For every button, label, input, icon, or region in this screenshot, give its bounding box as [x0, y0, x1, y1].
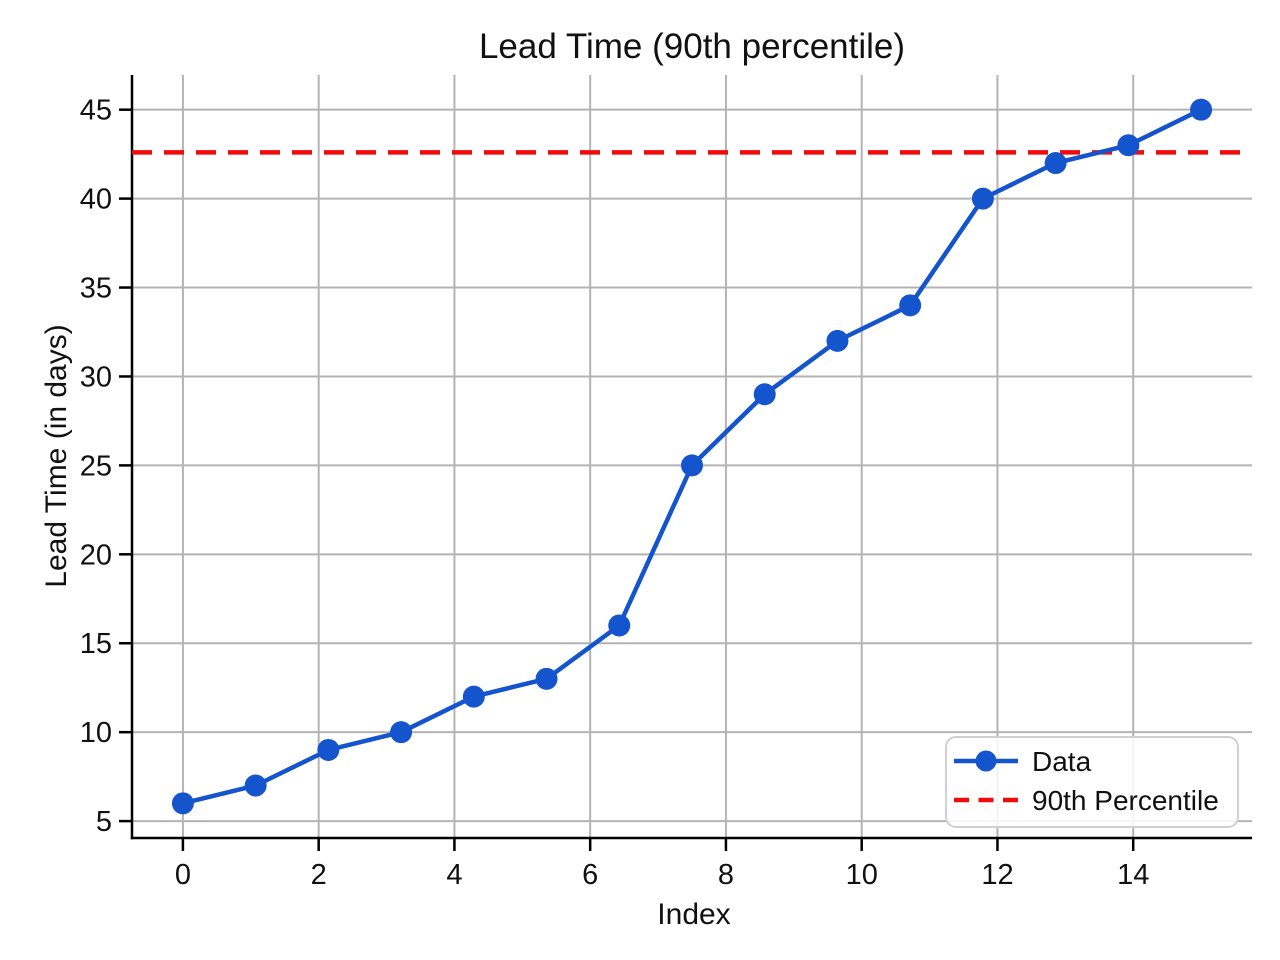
data-point — [826, 329, 849, 352]
x-tick-label: 12 — [981, 859, 1013, 891]
legend: Data 90th Percentile — [945, 736, 1239, 828]
data-point — [1117, 134, 1140, 157]
data-point — [535, 667, 558, 690]
axes: 0 2 4 6 8 10 12 14 5 10 15 20 25 30 35 40 45 — [80, 75, 1252, 891]
data-point — [390, 721, 413, 744]
x-tick-label: 4 — [446, 859, 462, 891]
x-tick-label: 2 — [311, 859, 327, 891]
data-point — [462, 685, 485, 708]
y-tick-label: 30 — [80, 361, 112, 393]
y-tick-label: 35 — [80, 273, 112, 305]
x-tick-label: 6 — [582, 859, 598, 891]
x-axis-label: Index — [657, 898, 730, 931]
data-point — [1044, 152, 1067, 175]
data-point — [753, 383, 776, 406]
chart-title: Lead Time (90th percentile) — [479, 27, 905, 66]
data-point — [1190, 98, 1213, 121]
x-tick-label: 10 — [846, 859, 878, 891]
legend-entry-data: Data — [1032, 746, 1092, 777]
y-tick-label: 15 — [80, 628, 112, 660]
legend-data-marker-sample — [975, 750, 997, 772]
x-tick-label: 0 — [175, 859, 191, 891]
data-point — [171, 792, 194, 815]
x-tick-label: 8 — [718, 859, 734, 891]
data-point — [899, 294, 922, 317]
data-point — [317, 738, 340, 761]
y-tick-label: 20 — [80, 539, 112, 571]
x-tick-label: 14 — [1117, 859, 1149, 891]
data-point — [681, 454, 703, 477]
y-tick-label: 5 — [96, 806, 112, 838]
legend-entry-percentile: 90th Percentile — [1032, 785, 1219, 816]
y-tick-label: 25 — [80, 450, 112, 482]
data-series-layer — [171, 98, 1213, 815]
y-tick-label: 40 — [80, 184, 112, 216]
y-axis-label: Lead Time (in days) — [40, 324, 73, 587]
data-point — [244, 774, 267, 797]
data-point — [608, 614, 631, 637]
data-point — [971, 187, 994, 210]
legend-box — [945, 736, 1239, 828]
y-tick-label: 10 — [80, 717, 112, 749]
y-tick-label: 45 — [80, 95, 112, 127]
